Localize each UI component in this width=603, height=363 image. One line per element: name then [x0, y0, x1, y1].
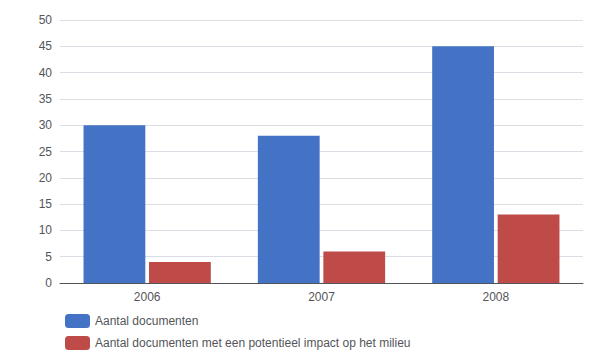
svg-text:20: 20: [39, 171, 53, 185]
svg-text:5: 5: [45, 250, 52, 264]
svg-text:Aantal documenten: Aantal documenten: [95, 314, 198, 328]
svg-text:2008: 2008: [482, 290, 509, 304]
svg-text:0: 0: [45, 276, 52, 290]
svg-text:2006: 2006: [134, 290, 161, 304]
svg-text:10: 10: [39, 223, 53, 237]
svg-text:25: 25: [39, 145, 53, 159]
svg-text:Aantal documenten met een pote: Aantal documenten met een potentieel imp…: [95, 336, 411, 350]
svg-text:45: 45: [39, 39, 53, 53]
svg-text:2007: 2007: [308, 290, 335, 304]
svg-text:35: 35: [39, 92, 53, 106]
svg-text:50: 50: [39, 13, 53, 27]
svg-text:40: 40: [39, 66, 53, 80]
svg-text:15: 15: [39, 197, 53, 211]
svg-text:30: 30: [39, 118, 53, 132]
